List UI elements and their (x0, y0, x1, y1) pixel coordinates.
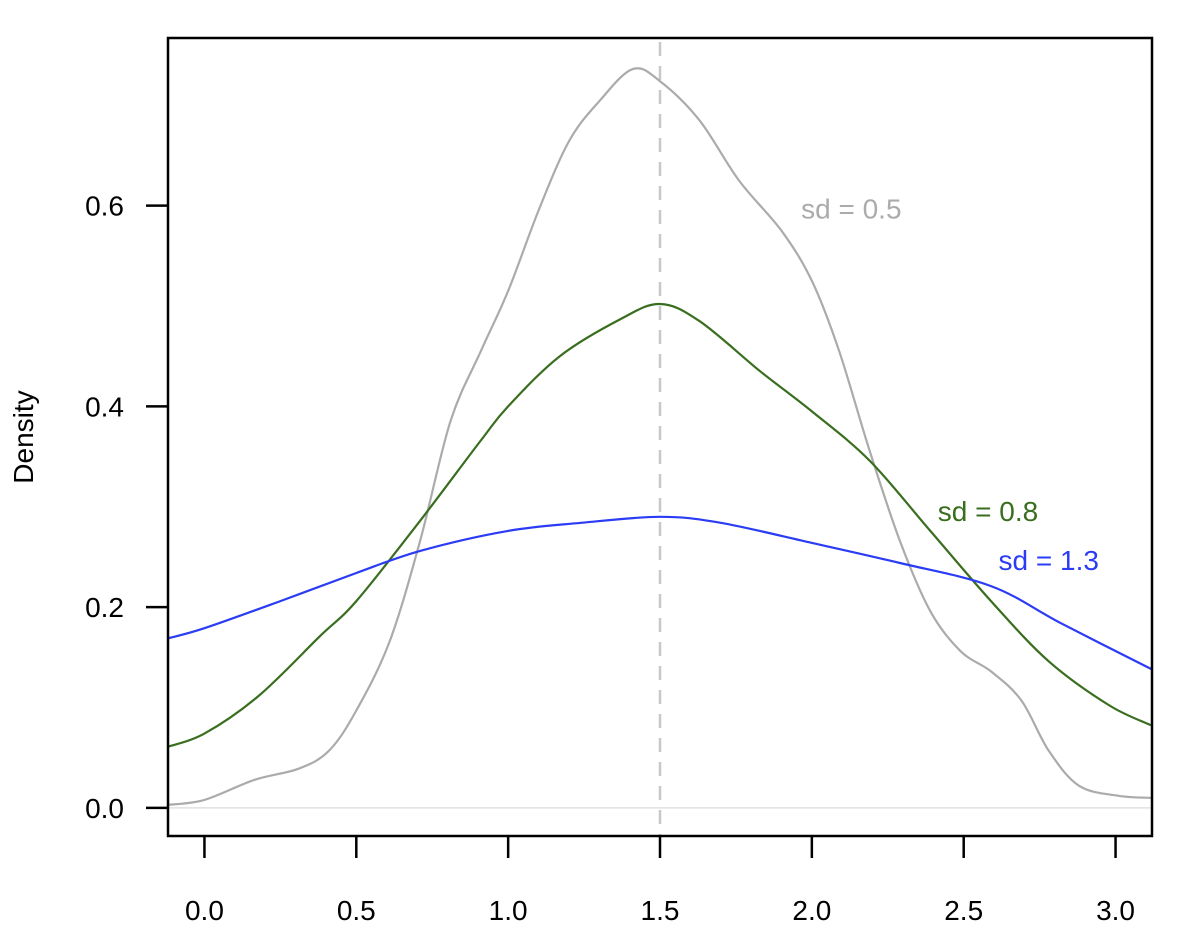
y-tick-label: 0.6 (85, 191, 124, 222)
x-axis: 0.0 0.5 1.0 1.5 2.0 2.5 3.0 (185, 836, 1135, 926)
curve-label: sd = 0.8 (938, 496, 1038, 527)
x-tick-label: 0.5 (337, 895, 376, 926)
y-axis: 0.0 0.2 0.4 0.6 (85, 191, 168, 824)
x-tick-label: 1.0 (489, 895, 528, 926)
plot-area: sd = 0.5 sd = 0.8 sd = 1.3 (166, 36, 1154, 838)
curve-annotations: sd = 0.5 sd = 0.8 sd = 1.3 (801, 194, 1099, 576)
x-tick-label: 3.0 (1096, 895, 1135, 926)
curve-label: sd = 0.5 (801, 194, 901, 225)
density-curve-sd-1-3 (167, 515, 1153, 671)
curve-label: sd = 1.3 (999, 545, 1099, 576)
density-curve-sd-0-5 (167, 67, 1153, 806)
y-tick-label: 0.2 (85, 592, 124, 623)
y-axis-title: Density (8, 390, 39, 483)
density-curve-sd-0-8 (167, 302, 1153, 748)
x-tick-label: 2.5 (944, 895, 983, 926)
density-curves (167, 67, 1153, 806)
x-tick-label: 2.0 (792, 895, 831, 926)
x-tick-label: 1.5 (641, 895, 680, 926)
x-tick-label: 0.0 (185, 895, 224, 926)
y-tick-label: 0.4 (85, 391, 124, 422)
y-tick-label: 0.0 (85, 793, 124, 824)
